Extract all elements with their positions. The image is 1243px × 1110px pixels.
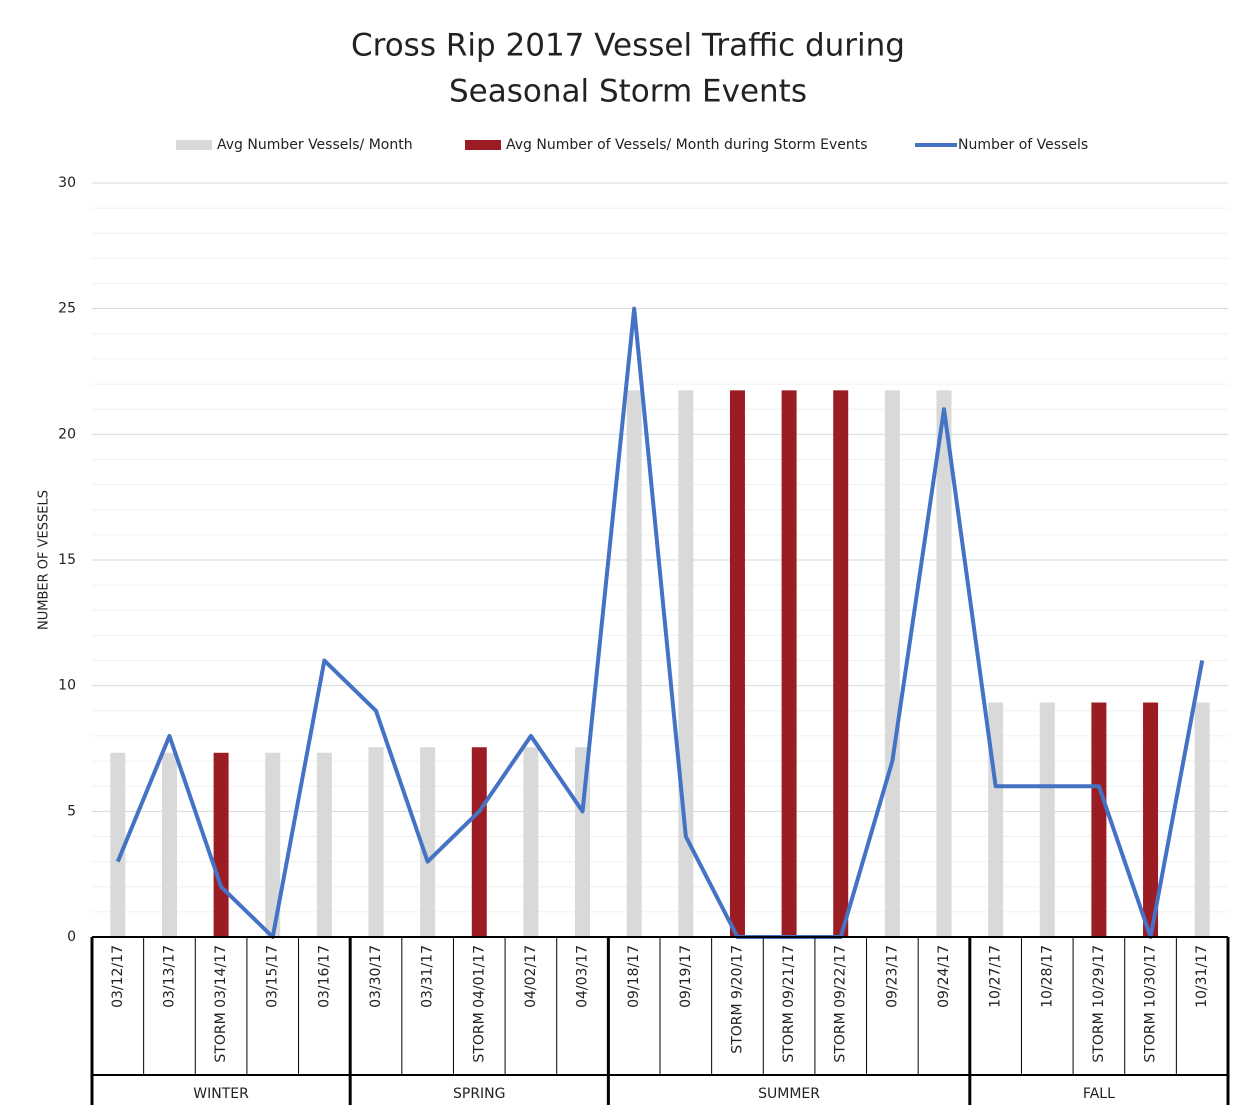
bar [678, 390, 694, 938]
bar [575, 747, 591, 937]
x-tick-label: STORM 9/20/17 [729, 945, 745, 1054]
bar [729, 390, 745, 938]
bar [781, 390, 797, 938]
x-tick-label: 09/18/17 [626, 945, 642, 1008]
y-tick-label: 10 [58, 678, 76, 694]
bar [1039, 702, 1055, 937]
x-tick-label: 09/23/17 [884, 945, 900, 1008]
bar [1143, 702, 1159, 937]
bar [884, 390, 900, 938]
legend-label: Avg Number of Vessels/ Month during Stor… [506, 137, 868, 153]
bar [1091, 702, 1107, 937]
legend-swatch [465, 140, 501, 150]
bar [316, 752, 332, 937]
bar [523, 747, 539, 937]
x-tick-label: STORM 10/29/17 [1091, 945, 1107, 1063]
x-tick-label: 03/15/17 [265, 945, 281, 1008]
group-label: WINTER [193, 1086, 249, 1102]
line [115, 306, 1205, 939]
bar [368, 747, 384, 937]
x-tick-label: STORM 03/14/17 [213, 945, 229, 1063]
legend-label: Number of Vessels [958, 137, 1088, 153]
x-tick-label: 04/02/17 [523, 945, 539, 1008]
x-tick-label: 03/31/17 [420, 945, 436, 1008]
chart-title: Cross Rip 2017 Vessel Traffic during [351, 28, 905, 64]
bar [1194, 702, 1210, 937]
chart-title: Seasonal Storm Events [449, 74, 807, 110]
bar [936, 390, 952, 938]
x-tick-label: 10/27/17 [988, 945, 1004, 1008]
bar [110, 752, 126, 937]
group-label: SPRING [453, 1086, 506, 1102]
x-tick-label: 09/19/17 [678, 945, 694, 1008]
bar [626, 390, 642, 938]
y-tick-label: 15 [58, 552, 76, 568]
x-tick-label: STORM 09/21/17 [781, 945, 797, 1063]
bar [833, 390, 849, 938]
y-tick-label: 30 [58, 175, 76, 191]
x-tick-label: 10/28/17 [1039, 945, 1055, 1008]
x-tick-label: STORM 04/01/17 [471, 945, 487, 1063]
y-tick-label: 20 [58, 426, 76, 442]
bar [161, 752, 177, 937]
bar [420, 747, 436, 937]
group-label: SUMMER [758, 1086, 820, 1102]
bar [265, 752, 281, 937]
group-label: FALL [1083, 1086, 1115, 1102]
x-tick-label: 03/13/17 [161, 945, 177, 1008]
x-tick-label: STORM 09/22/17 [833, 945, 849, 1063]
y-tick-label: 0 [67, 929, 76, 945]
y-tick-label: 5 [67, 803, 76, 819]
x-tick-label: 09/24/17 [936, 945, 952, 1008]
x-tick-label: 03/30/17 [368, 945, 384, 1008]
legend-label: Avg Number Vessels/ Month [217, 137, 413, 153]
x-tick-label: 10/31/17 [1194, 945, 1210, 1008]
bar [471, 747, 487, 937]
bar [213, 752, 229, 937]
x-tick-label: 03/16/17 [316, 945, 332, 1008]
y-axis-label: NUMBER OF VESSELS [37, 490, 52, 630]
x-tick-label: STORM 10/30/17 [1143, 945, 1159, 1063]
y-tick-label: 25 [58, 301, 76, 317]
legend-swatch [176, 140, 212, 150]
x-tick-label: 03/12/17 [110, 945, 126, 1008]
x-tick-label: 04/03/17 [575, 945, 591, 1008]
